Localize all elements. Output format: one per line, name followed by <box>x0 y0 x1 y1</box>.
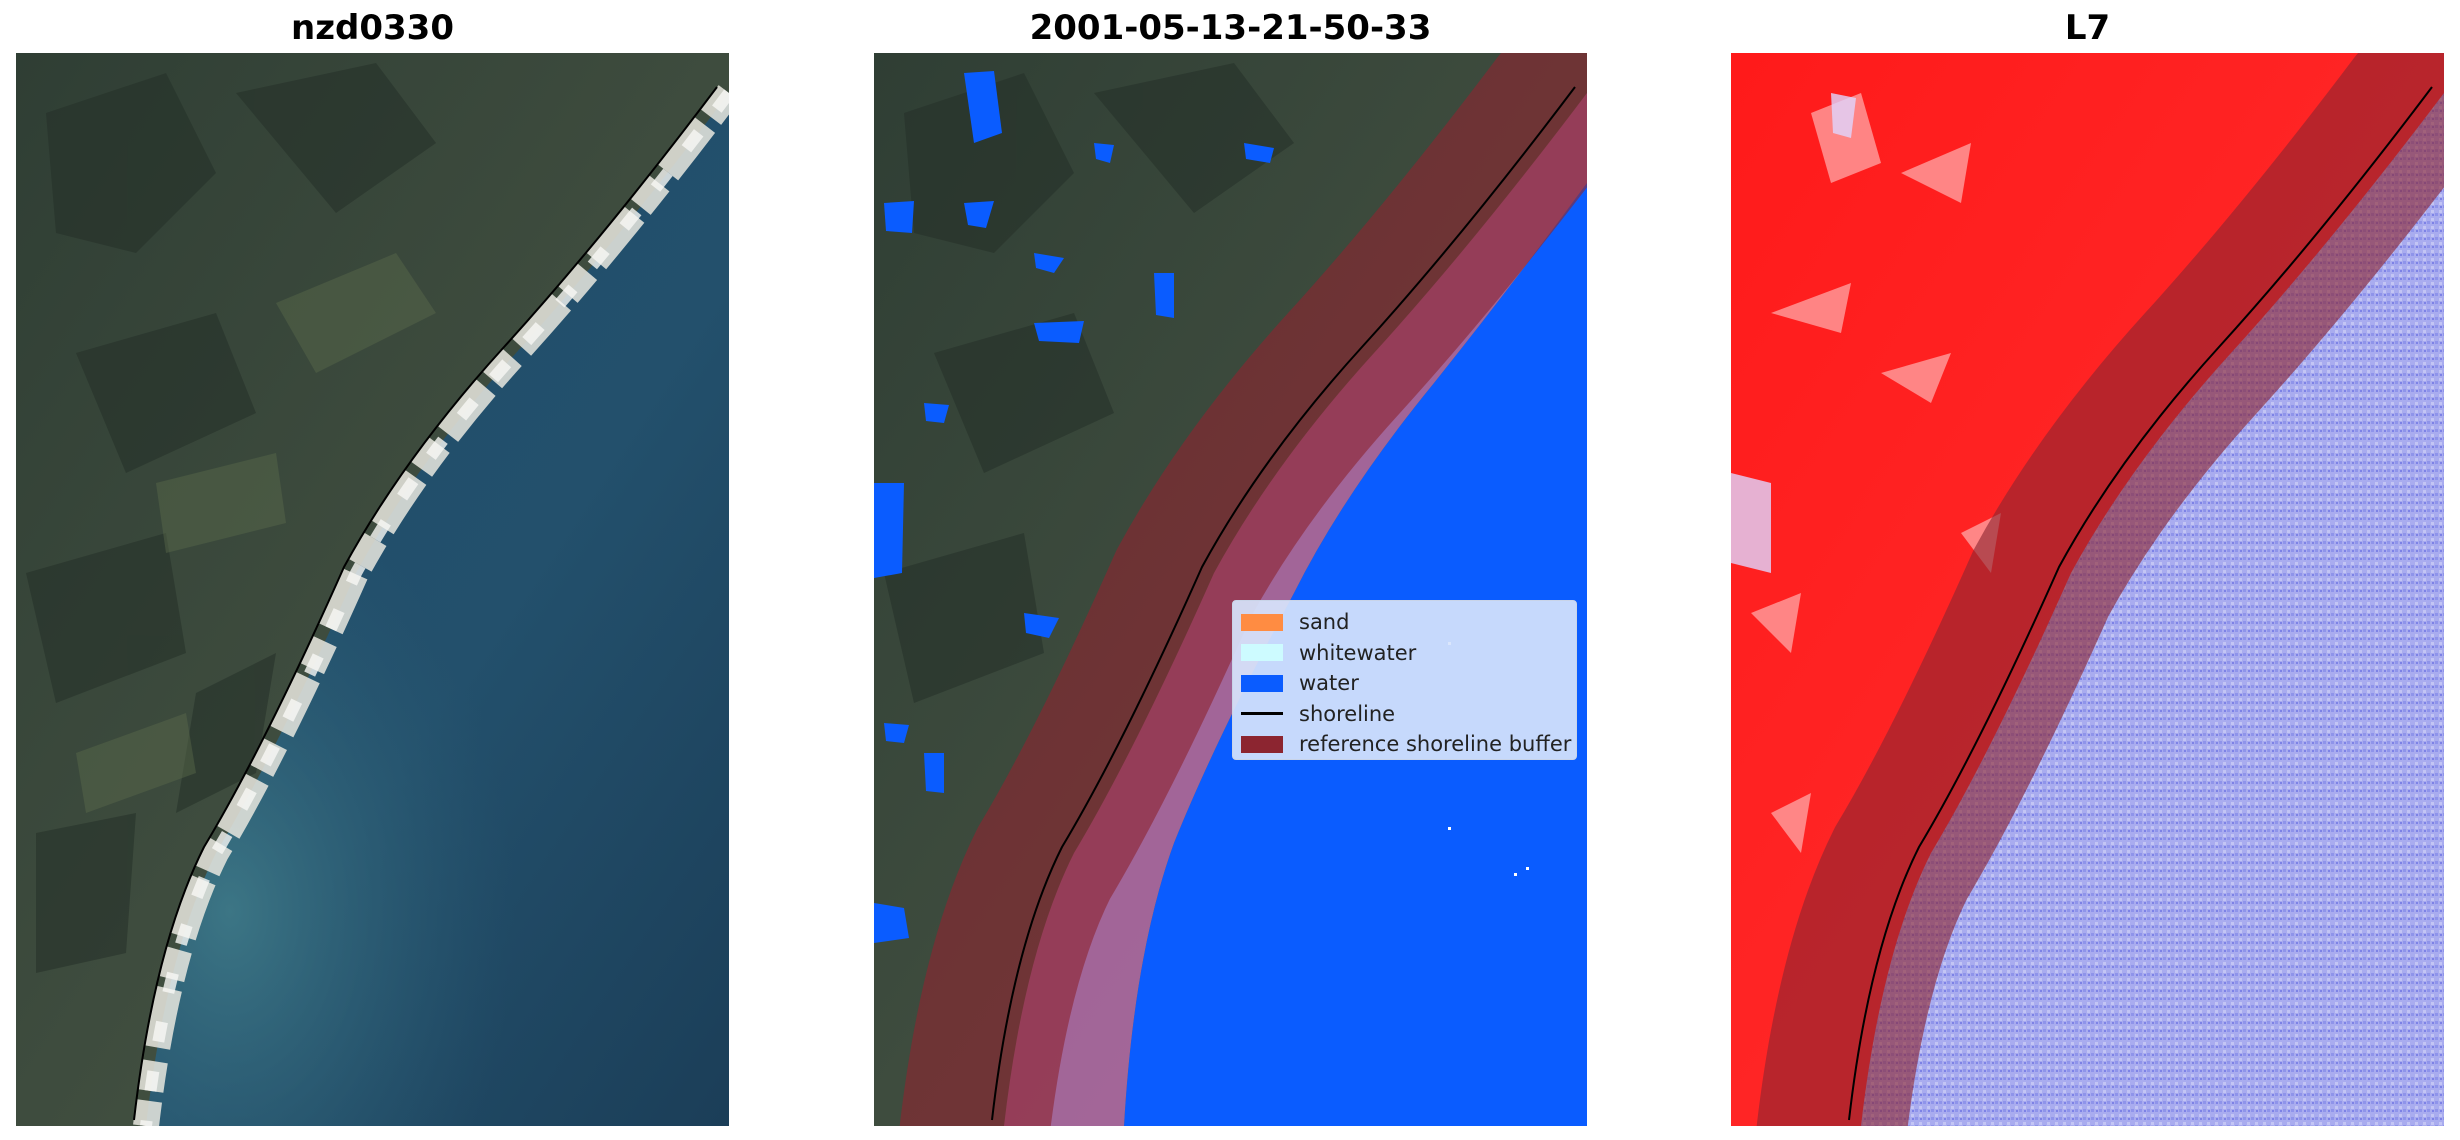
panel-title-classified: 2001-05-13-21-50-33 <box>1029 8 1432 48</box>
legend-item-water: water <box>1241 668 1568 699</box>
classified-image <box>874 53 1587 1126</box>
legend-item-whitewater: whitewater <box>1241 638 1568 669</box>
rgb-satellite-image <box>16 53 729 1126</box>
panel-title-rgb: nzd0330 <box>291 8 454 48</box>
legend-label-sand: sand <box>1299 610 1350 635</box>
legend-label-whitewater: whitewater <box>1299 640 1417 665</box>
legend-item-sand: sand <box>1241 607 1568 638</box>
legend: sand whitewater water shoreline referenc… <box>1232 600 1577 760</box>
legend-label-water: water <box>1299 671 1359 696</box>
shoreline-swatch <box>1241 712 1283 716</box>
panel-title-index: L7 <box>2064 8 2111 48</box>
whitewater-swatch <box>1241 644 1283 662</box>
legend-item-buffer: reference shoreline buffer <box>1241 729 1572 760</box>
legend-item-shoreline: shoreline <box>1241 699 1568 730</box>
legend-label-shoreline: shoreline <box>1299 701 1396 726</box>
legend-label-buffer: reference shoreline buffer <box>1299 732 1572 757</box>
water-swatch <box>1241 674 1283 692</box>
buffer-swatch <box>1241 735 1283 753</box>
l7-index-image <box>1731 53 2444 1126</box>
sand-swatch <box>1241 613 1283 631</box>
